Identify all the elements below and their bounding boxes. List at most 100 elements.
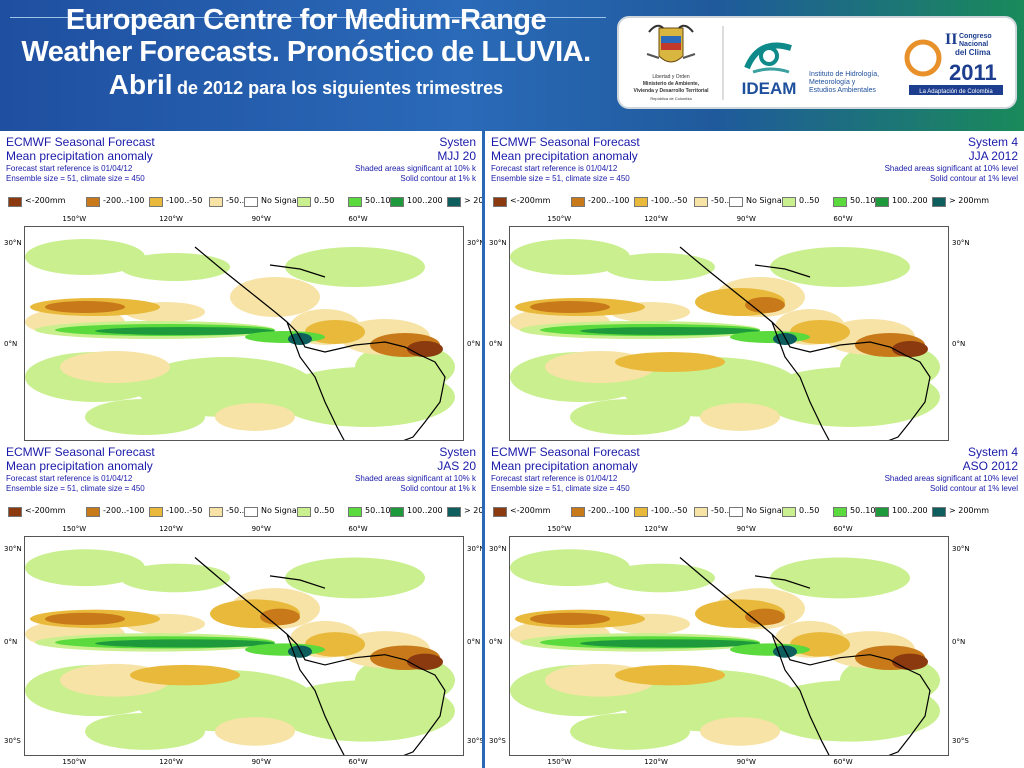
legend-label: 50..100	[850, 506, 881, 515]
legend-label: -100..-50	[166, 196, 203, 205]
latitude-label: 30°N	[489, 239, 507, 248]
legend-swatch	[8, 197, 22, 207]
anomaly-region	[95, 639, 275, 648]
title-suffix: de 2012 para los siguientes trimestres	[177, 77, 504, 98]
anomaly-region	[120, 253, 230, 281]
legend-label: > 200mm	[464, 196, 482, 205]
latitude-label: 0°N	[4, 637, 18, 646]
latitude-label: 30°N	[4, 239, 22, 248]
longitude-label: 90°W	[736, 215, 756, 223]
latitude-label: 0°N	[467, 340, 481, 349]
panel-system: Systen	[439, 135, 476, 149]
longitude-label: 60°W	[833, 215, 853, 223]
legend-swatch	[390, 197, 404, 207]
legend-swatch	[875, 507, 889, 517]
longitude-label-bottom: 60°W	[833, 758, 853, 766]
panel-ensemble: Ensemble size = 51, climate size = 450	[6, 174, 145, 183]
anomaly-region	[730, 643, 810, 656]
panel-subtitle: Mean precipitation anomaly	[6, 149, 153, 163]
congreso-year: 2011	[949, 60, 997, 85]
anomaly-region	[45, 301, 125, 313]
panel-contour-note: Solid contour at 1% level	[929, 484, 1018, 493]
anomaly-region	[892, 653, 928, 671]
longitude-label-bottom: 90°W	[251, 758, 271, 766]
coastline	[679, 246, 931, 440]
panel-title: ECMWF Seasonal Forecast	[6, 135, 155, 149]
ministerio-text-3: Vivienda y Desarrollo Territorial	[633, 88, 709, 94]
panel-period: MJJ 20	[437, 149, 476, 163]
panel-contour-note: Solid contour at 1% k	[400, 174, 476, 183]
longitude-label: 150°W	[62, 525, 87, 533]
latitude-label: 30°N	[4, 545, 22, 554]
anomaly-region	[245, 331, 325, 343]
longitude-label: 90°W	[251, 525, 271, 533]
anomaly-region	[85, 713, 205, 750]
latitude-label: 30°S	[4, 736, 21, 745]
panel-subtitle: Mean precipitation anomaly	[491, 149, 638, 163]
anomaly-region	[745, 608, 785, 625]
panel-period: ASO 2012	[962, 459, 1018, 473]
title-line-1: European Centre for Medium-Range	[65, 4, 547, 36]
anomaly-region	[615, 352, 725, 372]
legend-swatch	[149, 197, 163, 207]
anomaly-region	[215, 403, 295, 431]
longitude-label: 150°W	[547, 215, 572, 223]
latitude-label: 30°N	[952, 545, 970, 554]
title-rule	[10, 17, 606, 18]
anomaly-region	[25, 239, 145, 275]
ideam-desc-3: Estudios Ambientales	[809, 87, 876, 94]
anomaly-region	[620, 357, 800, 417]
longitude-label: 120°W	[159, 525, 183, 533]
anomaly-region	[700, 403, 780, 431]
legend-label: 0..50	[799, 506, 820, 515]
congreso-tagline: La Adaptación de Colombia	[919, 89, 993, 95]
anomaly-region	[285, 557, 425, 599]
latitude-label: 30°N	[952, 239, 970, 248]
precipitation-anomaly-map	[24, 226, 464, 441]
panel-contour-note: Solid contour at 1% level	[929, 174, 1018, 183]
legend-label: -50..0	[226, 506, 250, 515]
anomaly-region	[730, 331, 810, 343]
legend-swatch	[297, 507, 311, 517]
anomaly-region	[530, 301, 610, 313]
color-legend: <-200mm -200..-100 -100..-50 -50..0 No Signa…	[4, 506, 482, 518]
latitude-label: 30°N	[467, 239, 482, 248]
ideam-logo: IDEAM Instituto de Hidrología, Meteorolo…	[742, 42, 879, 98]
legend-swatch	[149, 507, 163, 517]
legend-swatch	[833, 197, 847, 207]
color-legend: <-200mm -200..-100 -100..-50 -50..0 No Signa…	[4, 196, 482, 208]
longitude-label-bottom: 60°W	[348, 758, 368, 766]
panel-subtitle: Mean precipitation anomaly	[6, 459, 153, 473]
precipitation-anomaly-map	[509, 536, 949, 756]
coastline	[679, 557, 931, 755]
panel-ensemble: Ensemble size = 51, climate size = 450	[491, 174, 630, 183]
panel-period: JJA 2012	[968, 149, 1018, 163]
panel-system: Systen	[439, 445, 476, 459]
anomaly-region	[615, 664, 725, 686]
legend-label: -200..-100	[588, 196, 630, 205]
coastline	[194, 557, 446, 755]
anomaly-region	[25, 549, 145, 587]
legend-label: 0..50	[799, 196, 820, 205]
legend-swatch	[390, 507, 404, 517]
anomaly-region	[770, 557, 910, 599]
legend-swatch	[875, 197, 889, 207]
title-month: Abril	[108, 68, 173, 100]
legend-swatch	[782, 507, 796, 517]
panel-shaded-note: Shaded areas significant at 10% level	[884, 164, 1018, 173]
legend-swatch	[571, 507, 585, 517]
ministerio-text-1: Libertad y Orden	[652, 74, 689, 80]
legend-swatch	[348, 197, 362, 207]
legend-label: <-200mm	[510, 196, 551, 205]
legend-label: 100..200	[407, 506, 443, 515]
legend-label: -100..-50	[651, 196, 688, 205]
longitude-label: 90°W	[251, 215, 271, 223]
anomaly-region	[120, 563, 230, 593]
anomaly-region	[45, 612, 125, 625]
longitude-label: 60°W	[348, 215, 368, 223]
anomaly-region	[745, 297, 785, 313]
legend-label: -200..-100	[103, 506, 145, 515]
legend-swatch	[932, 197, 946, 207]
legend-label: 50..100	[850, 196, 881, 205]
anomaly-region	[230, 277, 320, 317]
